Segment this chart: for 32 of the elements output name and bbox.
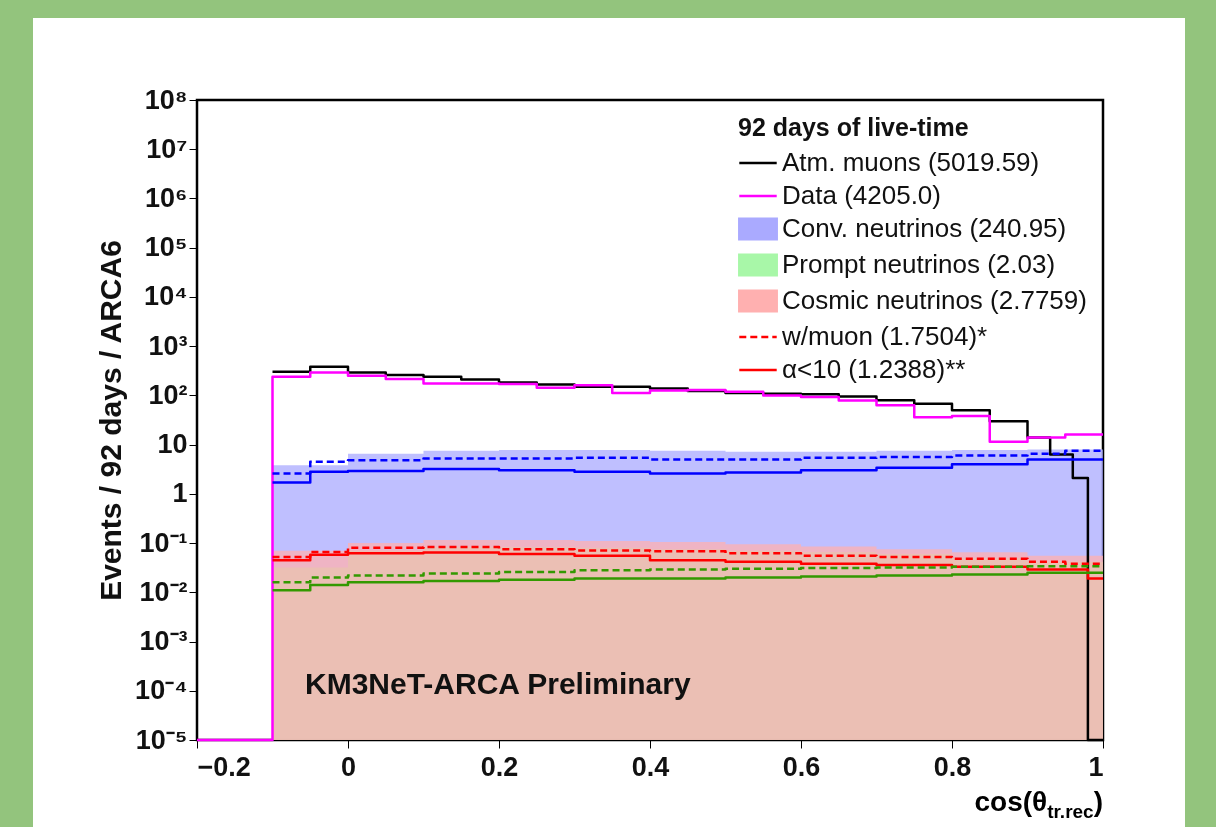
y-tick-label: 10⁸ xyxy=(144,84,188,115)
x-tick-label: 0.6 xyxy=(782,751,821,782)
x-tick-label: −0.2 xyxy=(197,751,251,782)
y-tick-label: 10³ xyxy=(148,330,188,361)
annotation: KM3NeT-ARCA Preliminary xyxy=(305,667,691,700)
y-tick-label: 10⁶ xyxy=(145,182,188,213)
y-tick-label: 10⁻³ xyxy=(139,626,188,657)
y-tick-label: 10⁴ xyxy=(144,281,188,312)
y-tick-label: 10⁻² xyxy=(139,576,188,607)
y-tick-label: 10⁵ xyxy=(144,232,188,263)
y-tick-label: 10⁷ xyxy=(146,133,188,164)
x-tick-label: 0.4 xyxy=(631,751,670,782)
x-tick-label: 1 xyxy=(1088,751,1104,782)
y-axis-title: Events / 92 days / ARCA6 xyxy=(94,240,128,601)
x-tick-label: 0.8 xyxy=(933,751,972,782)
x-tick-label: 0 xyxy=(340,751,357,782)
y-tick-label: 10² xyxy=(148,379,188,410)
x-tick-label: 0.2 xyxy=(480,751,519,782)
legend-label: Conv. neutrinos (240.95) xyxy=(782,213,1067,243)
legend-label: Data (4205.0) xyxy=(782,180,941,210)
legend-label: Prompt neutrinos (2.03) xyxy=(782,249,1056,279)
legend-label: Cosmic neutrinos (2.7759) xyxy=(782,285,1087,315)
x-axis-title: cos(θ$_{tr.rec}$) xyxy=(974,786,1103,823)
legend-label: α<10 (1.2388)** xyxy=(782,354,966,384)
y-tick-label: 1 xyxy=(172,478,188,509)
y-tick-label: 10 xyxy=(157,429,188,460)
y-tick-label: 10⁻⁵ xyxy=(135,724,188,755)
y-tick-label: 10⁻⁴ xyxy=(135,675,188,706)
legend-label: Atm. muons (5019.59) xyxy=(782,147,1040,177)
legend-title: 92 days of live-time xyxy=(738,113,969,141)
y-tick-label: 10⁻¹ xyxy=(139,527,188,558)
legend-label: w/muon (1.7504)* xyxy=(781,321,988,351)
